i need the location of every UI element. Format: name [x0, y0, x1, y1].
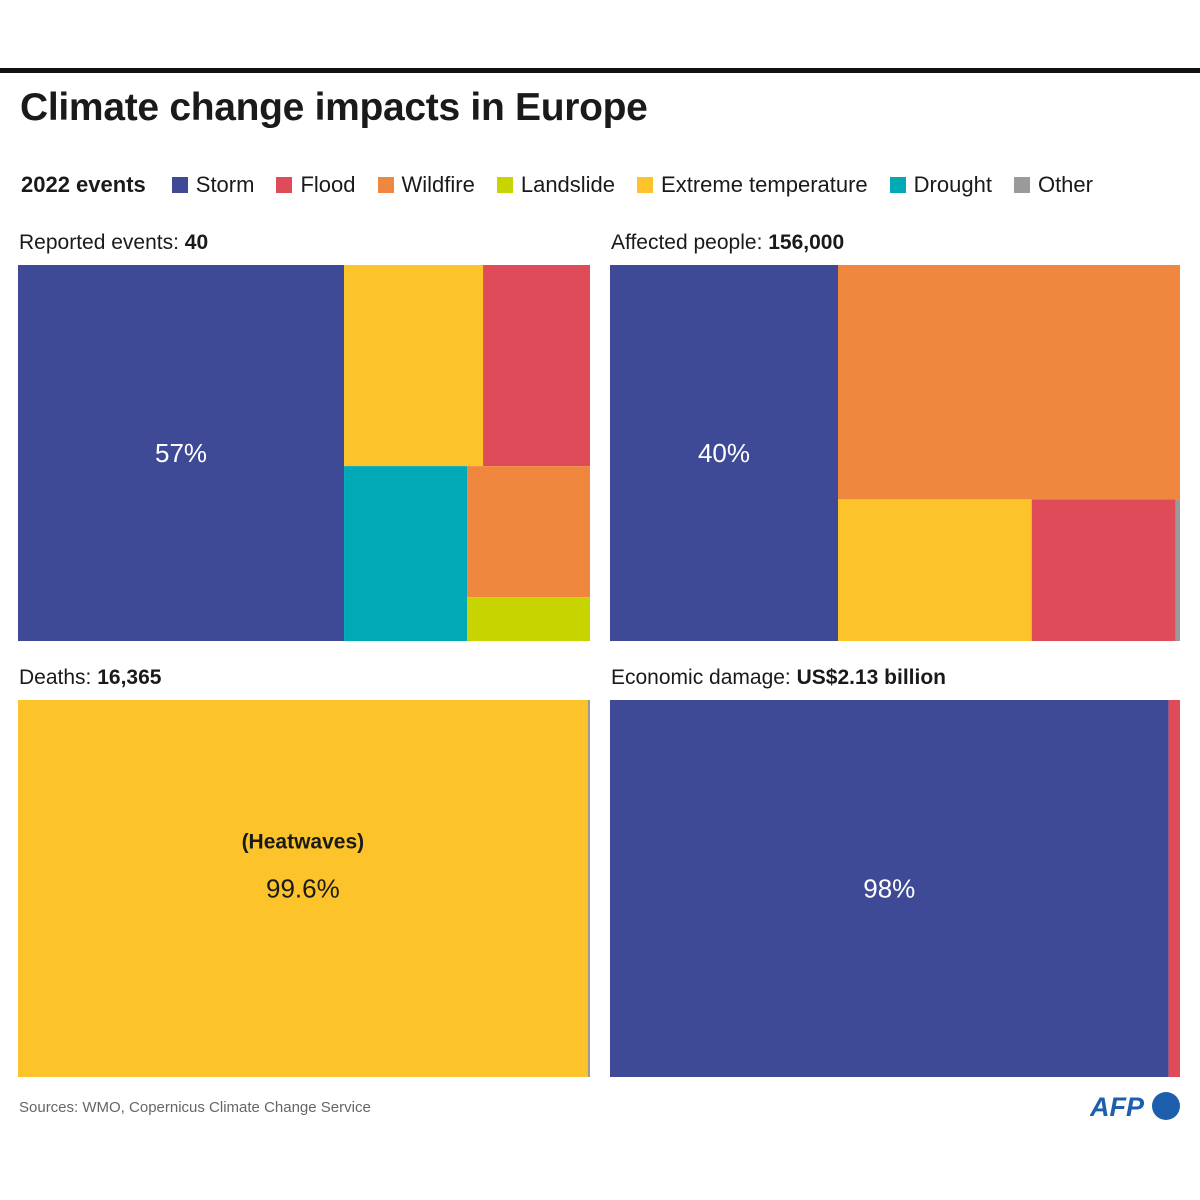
treemap-data-label: 57% — [155, 438, 207, 468]
legend-swatch — [889, 177, 906, 193]
panel-value: 16,365 — [97, 666, 162, 689]
panel-value: 156,000 — [768, 231, 845, 254]
legend-item-wildfire: Wildfire — [377, 172, 475, 198]
treemap-sublabel: (Heatwaves) — [242, 831, 365, 854]
treemap-cell-drought — [344, 466, 468, 641]
legend-swatch — [637, 177, 654, 193]
legend-swatch — [377, 177, 394, 193]
panel-label: Affected people: — [611, 231, 769, 254]
treemap-cell-extreme — [344, 265, 484, 467]
legend-swatch — [276, 177, 293, 193]
treemap-cell-extreme — [838, 499, 1032, 641]
treemap-cell-flood — [1031, 499, 1176, 641]
legend-label: Storm — [195, 172, 255, 197]
treemap-cell-other — [1175, 499, 1180, 641]
legend-swatch — [171, 177, 188, 193]
legend-item-other: Other — [1013, 172, 1093, 198]
treemap-deaths: (Heatwaves) 99.6% — [18, 700, 590, 1077]
legend-swatch — [1013, 177, 1030, 193]
treemap-reported-events: 57% — [18, 265, 590, 641]
legend-label: Drought — [913, 172, 992, 197]
treemap-economic-damage: 98% — [610, 700, 1180, 1077]
legend-label: Wildfire — [401, 172, 475, 197]
legend-item-landslide: Landslide — [496, 172, 616, 198]
legend-item-extreme: Extreme temperature — [637, 172, 868, 198]
legend-label: Other — [1037, 172, 1093, 197]
chart-title: Climate change impacts in Europe — [20, 86, 648, 129]
panel-value: US$2.13 billion — [796, 666, 946, 689]
legend-item-drought: Drought — [889, 172, 992, 198]
afp-logo: AFP — [1090, 1092, 1180, 1122]
panel-value: 40 — [184, 231, 209, 254]
legend-item-storm: Storm — [171, 172, 255, 198]
legend-lead: 2022 events — [21, 172, 146, 197]
treemap-cell-wildfire — [467, 466, 590, 598]
treemap-data-label: 40% — [698, 438, 750, 468]
treemap-cell-storm — [610, 265, 838, 641]
top-rule — [0, 68, 1200, 73]
legend-label: Extreme temperature — [661, 172, 868, 197]
treemap-data-label: 99.6% — [266, 874, 340, 904]
panel-label: Economic damage: — [611, 666, 797, 689]
legend-label: Flood — [300, 172, 356, 197]
treemap-cell-landslide — [467, 597, 590, 641]
treemap-cell-other — [587, 700, 590, 1077]
svg-text:AFP: AFP — [1090, 1092, 1145, 1122]
panel-label: Deaths: — [19, 666, 98, 689]
treemap-cell-flood — [1168, 700, 1180, 1077]
treemap-cell-storm — [610, 700, 1169, 1077]
legend-swatch — [496, 177, 513, 193]
legend-label: Landslide — [520, 172, 616, 197]
treemap-cell-storm — [18, 265, 345, 641]
panel-title-events: Reported events: 40 — [19, 231, 208, 255]
treemap-cell-extreme — [18, 700, 588, 1077]
treemap-cell-wildfire — [838, 265, 1180, 500]
legend-item-flood: Flood — [276, 172, 356, 198]
panel-title-affected: Affected people: 156,000 — [611, 231, 844, 255]
treemap-data-label: 98% — [863, 874, 915, 904]
treemap-affected-people: 40% — [610, 265, 1180, 641]
source-note: Sources: WMO, Copernicus Climate Change … — [19, 1099, 371, 1116]
legend: 2022 events Storm Flood Wildfire Landslide E… — [21, 172, 1115, 198]
panel-title-deaths: Deaths: 16,365 — [19, 666, 161, 690]
panel-label: Reported events: — [19, 231, 185, 254]
panel-title-damage: Economic damage: US$2.13 billion — [611, 666, 946, 690]
treemap-cell-flood — [483, 265, 590, 467]
